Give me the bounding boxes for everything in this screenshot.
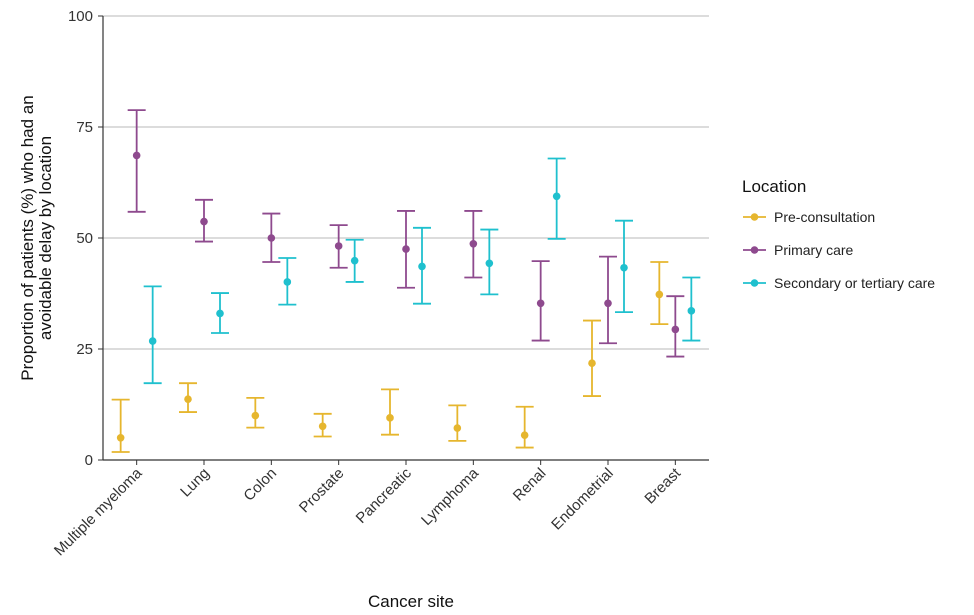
legend-title: Location	[742, 177, 806, 196]
y-tick-label: 25	[76, 341, 93, 358]
data-point	[588, 359, 596, 368]
data-point	[318, 422, 327, 431]
legend-key-point	[750, 213, 759, 221]
series-secondary-or-tertiary-care	[143, 157, 701, 385]
x-tick-label: Breast	[641, 464, 684, 507]
data-point	[620, 263, 628, 272]
data-point	[386, 414, 394, 422]
y-tick-label: 75	[76, 119, 93, 136]
data-point	[552, 192, 561, 201]
data-point	[418, 262, 426, 271]
y-tick-label: 0	[85, 452, 93, 469]
data-point	[655, 290, 664, 299]
data-point	[132, 151, 141, 160]
x-tick-label: Prostate	[296, 465, 348, 517]
series-primary-care	[127, 109, 685, 358]
data-point	[283, 278, 292, 286]
series	[111, 109, 701, 453]
data-point	[402, 245, 410, 253]
x-tick-label: Pancreatic	[353, 464, 415, 526]
data-point	[350, 256, 359, 265]
legend-label: Secondary or tertiary care	[774, 275, 935, 291]
legend-item-secondary-or-tertiary-care: Secondary or tertiary care	[743, 275, 935, 291]
y-tick-label: 50	[76, 230, 93, 247]
y-axis-title: Proportion of patients (%) who had an av…	[18, 95, 55, 380]
y-axis-title-line-2: avoidable delay by location	[36, 136, 55, 340]
grid	[103, 15, 709, 350]
data-point	[536, 299, 545, 308]
data-point	[251, 411, 260, 420]
data-point	[687, 307, 696, 315]
data-point	[604, 299, 612, 308]
y-tick-label: 100	[68, 8, 93, 25]
x-tick-label: Colon	[240, 465, 280, 505]
y-axis-title-line-1: Proportion of patients (%) who had an	[18, 95, 37, 380]
legend-key-point	[750, 279, 759, 287]
series-pre-consultation	[111, 261, 669, 453]
data-point	[116, 434, 125, 442]
axes: 0 25 50 75 100 Multiple myeloma Lung Colon Prost…	[51, 8, 709, 559]
data-point	[671, 325, 680, 334]
data-point	[453, 424, 462, 432]
legend-item-primary-care: Primary care	[743, 242, 854, 258]
data-point	[485, 259, 494, 268]
legend-label: Pre-consultation	[774, 209, 875, 225]
data-point	[267, 234, 276, 242]
legend-label: Primary care	[774, 242, 854, 258]
x-tick-label: Endometrial	[548, 465, 617, 534]
data-point	[184, 395, 192, 403]
x-tick-label: Lymphoma	[418, 464, 483, 529]
x-axis-title: Cancer site	[368, 592, 454, 611]
data-point	[200, 217, 208, 226]
legend-key-point	[750, 246, 759, 254]
data-point	[469, 239, 478, 248]
data-point	[148, 337, 157, 345]
data-point	[216, 309, 224, 318]
data-point	[520, 431, 529, 439]
x-tick-label: Multiple myeloma	[51, 464, 146, 559]
legend: Location Pre-consultation Primary care Sec…	[742, 177, 935, 291]
x-tick-label: Renal	[510, 465, 550, 505]
x-tick-label: Lung	[177, 465, 213, 501]
data-point	[334, 242, 343, 250]
legend-item-pre-consultation: Pre-consultation	[743, 209, 875, 225]
